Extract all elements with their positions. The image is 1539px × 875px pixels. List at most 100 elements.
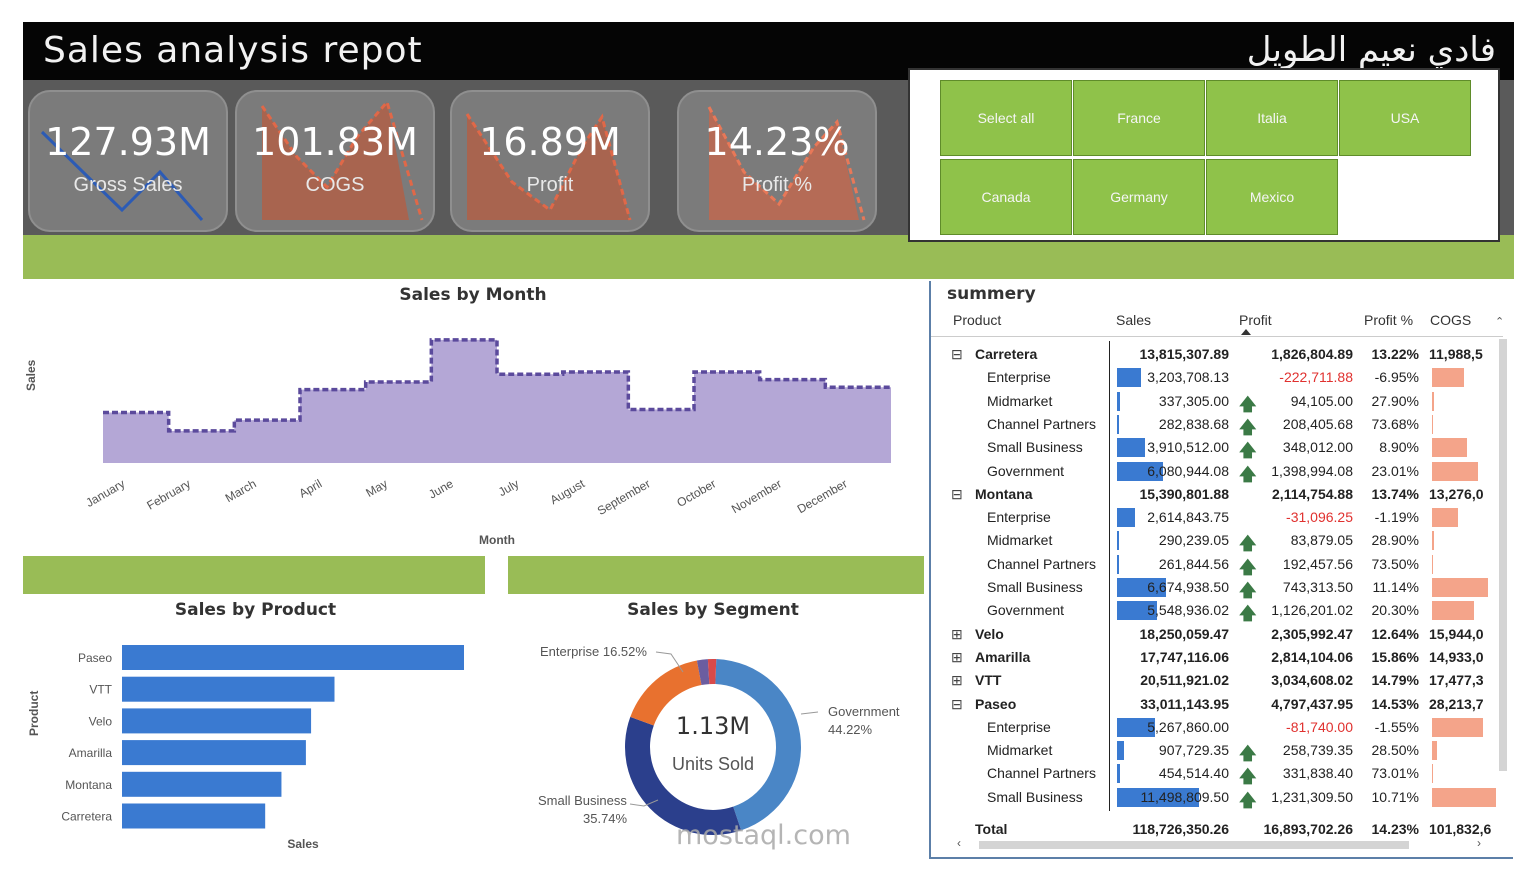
up-arrow-icon: 🡅 [1239,744,1257,764]
sales-databar [1117,368,1141,388]
col-header-product[interactable]: Product [953,312,1002,328]
product-row[interactable]: ⊞ Amarilla 17,747,116.06 2,814,104.06 15.86%… [931,646,1511,669]
segment-row[interactable]: Small Business 11,498,809.50 🡅 1,231,309.50… [931,786,1511,810]
profit-pct-cell: 73.68% [1371,415,1419,432]
sales-by-month-panel: Sales by Month January February March April… [23,281,923,553]
product-row[interactable]: ⊞ Velo 18,250,059.47 2,305,992.47 12.64% 15,9… [931,623,1511,646]
donut-slice[interactable] [707,659,717,685]
col-header-sales[interactable]: Sales [1116,312,1152,328]
sales-databar [1117,717,1155,737]
segment-row[interactable]: Enterprise 2,614,843.75 -31,096.25 -1.19% [931,506,1511,529]
expand-icon[interactable]: ⊞ [951,648,963,665]
kpi-card-profit[interactable]: 16.89M Profit [450,90,650,232]
product-bar[interactable] [122,676,335,702]
vertical-scrollbar[interactable] [1499,339,1507,771]
small-business-leader-line [629,799,659,807]
profit-cell: 4,797,437.95 [1271,695,1353,712]
month-tick-label: February [144,476,193,512]
up-arrow-icon: 🡅 [1239,464,1257,484]
donut-slice[interactable] [630,660,702,726]
product-bar[interactable] [122,803,266,829]
row-label: Small Business [987,439,1083,456]
segment-row[interactable]: Small Business 3,910,512.00 🡅 348,012.00 8.9… [931,436,1511,460]
sales-databar [1117,414,1119,434]
product-bar[interactable] [122,708,312,734]
segment-row[interactable]: Midmarket 907,729.35 🡅 258,739.35 28.50% [931,739,1511,763]
collapse-icon[interactable]: ⊟ [951,695,963,712]
slicer-italia-button[interactable]: Italia [1206,80,1338,156]
kpi-card-gross-sales[interactable]: 127.93M Gross Sales [28,90,228,232]
segment-row[interactable]: Government 6,080,944.08 🡅 1,398,994.08 23.01… [931,460,1511,484]
slicer-canada-button[interactable]: Canada [940,159,1072,235]
up-arrow-icon: 🡅 [1239,534,1257,554]
horizontal-scrollbar[interactable] [979,841,1409,849]
col-header-cogs[interactable]: COGS [1430,312,1472,328]
profit-cell: 2,814,104.06 [1271,648,1353,665]
kpi-label: Gross Sales [73,174,183,196]
product-row[interactable]: ⊞ VTT 20,511,921.02 3,034,608.02 14.79% 17,47… [931,669,1511,692]
segment-donut-chart[interactable]: 1.13M Units Sold Enterprise 16.52% Gover… [508,596,924,858]
product-tick-label: Amarilla [69,746,113,760]
scroll-right-icon[interactable]: › [1477,836,1481,850]
segment-row[interactable]: Government 5,548,936.02 🡅 1,126,201.02 20.30… [931,599,1511,623]
watermark-text: mostaql.com [676,820,851,851]
profit-pct-cell: 73.50% [1371,555,1419,572]
segment-row[interactable]: Channel Partners 454,514.40 🡅 331,838.40 73.… [931,762,1511,786]
row-label: Amarilla [975,648,1031,665]
segment-row[interactable]: Midmarket 337,305.00 🡅 94,105.00 27.90% [931,390,1511,414]
kpi-card-cogs[interactable]: 101.83M COGS [235,90,435,232]
up-arrow-icon: 🡅 [1239,557,1257,577]
segment-row[interactable]: Enterprise 3,203,708.13 -222,711.88 -6.95% [931,366,1511,389]
segment-row[interactable]: Small Business 6,674,938.50 🡅 743,313.50 11.… [931,576,1511,600]
author-name: فادي نعيم الطويل [1246,30,1496,70]
sales-step-line [103,338,891,433]
enterprise-leader-line [655,651,684,673]
month-tick-label: July [496,476,521,499]
profit-cell: 208,405.68 [1282,415,1353,432]
small-business-slice-name: Small Business [538,793,627,808]
total-row: Total 118,726,350.26 16,893,702.26 14.23… [931,818,1511,841]
product-row[interactable]: ⊟ Carretera 13,815,307.89 1,826,804.89 13.22… [931,343,1511,366]
donut-center-value: 1.13M [676,712,750,740]
product-row[interactable]: ⊟ Paseo 33,011,143.95 4,797,437.95 14.53% 28,… [931,693,1511,716]
scroll-left-icon[interactable]: ‹ [957,836,961,850]
sales-cell: 3,203,708.13 [1147,369,1229,386]
cogs-databar [1432,368,1464,388]
sales-cell: 5,267,860.00 [1147,718,1229,735]
product-chart-title: Sales by Product [174,600,337,620]
product-row[interactable]: ⊟ Montana 15,390,801.88 2,114,754.88 13.74% 1… [931,483,1511,506]
donut-slice[interactable] [715,659,801,831]
row-label: Small Business [987,579,1083,595]
donut-slice[interactable] [696,659,710,686]
profit-pct-cell: 10.71% [1371,788,1419,805]
slicer-usa-button[interactable]: USA [1339,80,1471,156]
col-header-profit-pct[interactable]: Profit % [1364,312,1414,328]
sort-ascending-icon [1241,329,1251,335]
profit-cell: 2,305,992.47 [1271,625,1353,642]
sales-cell: 6,080,944.08 [1147,462,1229,479]
product-bar[interactable] [122,740,306,766]
product-bar[interactable] [122,645,464,670]
slicer-france-button[interactable]: France [1073,80,1205,156]
segment-row[interactable]: Midmarket 290,239.05 🡅 83,879.05 28.90% [931,529,1511,553]
slicer-mexico-button[interactable]: Mexico [1206,159,1338,235]
segment-row[interactable]: Channel Partners 261,844.56 🡅 192,457.56 73.… [931,553,1511,577]
collapse-icon[interactable]: ⊟ [951,485,963,502]
expand-icon[interactable]: ⊞ [951,672,963,689]
segment-row[interactable]: Channel Partners 282,838.68 🡅 208,405.68 73.… [931,413,1511,437]
scroll-up-icon[interactable]: ⌃ [1495,316,1505,328]
collapse-icon[interactable]: ⊟ [951,346,963,362]
product-bar[interactable] [122,771,282,797]
kpi-card-profit-pct[interactable]: 14.23% Profit % [677,90,877,232]
product-bar-chart[interactable]: Paseo VTT Velo Amarilla Montana Carretera Pro… [23,596,488,858]
expand-icon[interactable]: ⊞ [951,625,963,642]
slicer-germany-button[interactable]: Germany [1073,159,1205,235]
month-tick-label: December [795,476,850,516]
slicer-select-all-button[interactable]: Select all [940,80,1072,156]
segment-row[interactable]: Enterprise 5,267,860.00 -81,740.00 -1.55% [931,716,1511,739]
donut-slice[interactable] [625,716,742,835]
profit-cell: 1,826,804.89 [1271,346,1353,362]
profit-cell: 258,739.35 [1282,742,1353,759]
col-header-profit[interactable]: Profit [1239,312,1272,328]
month-area-chart[interactable]: January February March April May June July Augu… [23,281,923,553]
